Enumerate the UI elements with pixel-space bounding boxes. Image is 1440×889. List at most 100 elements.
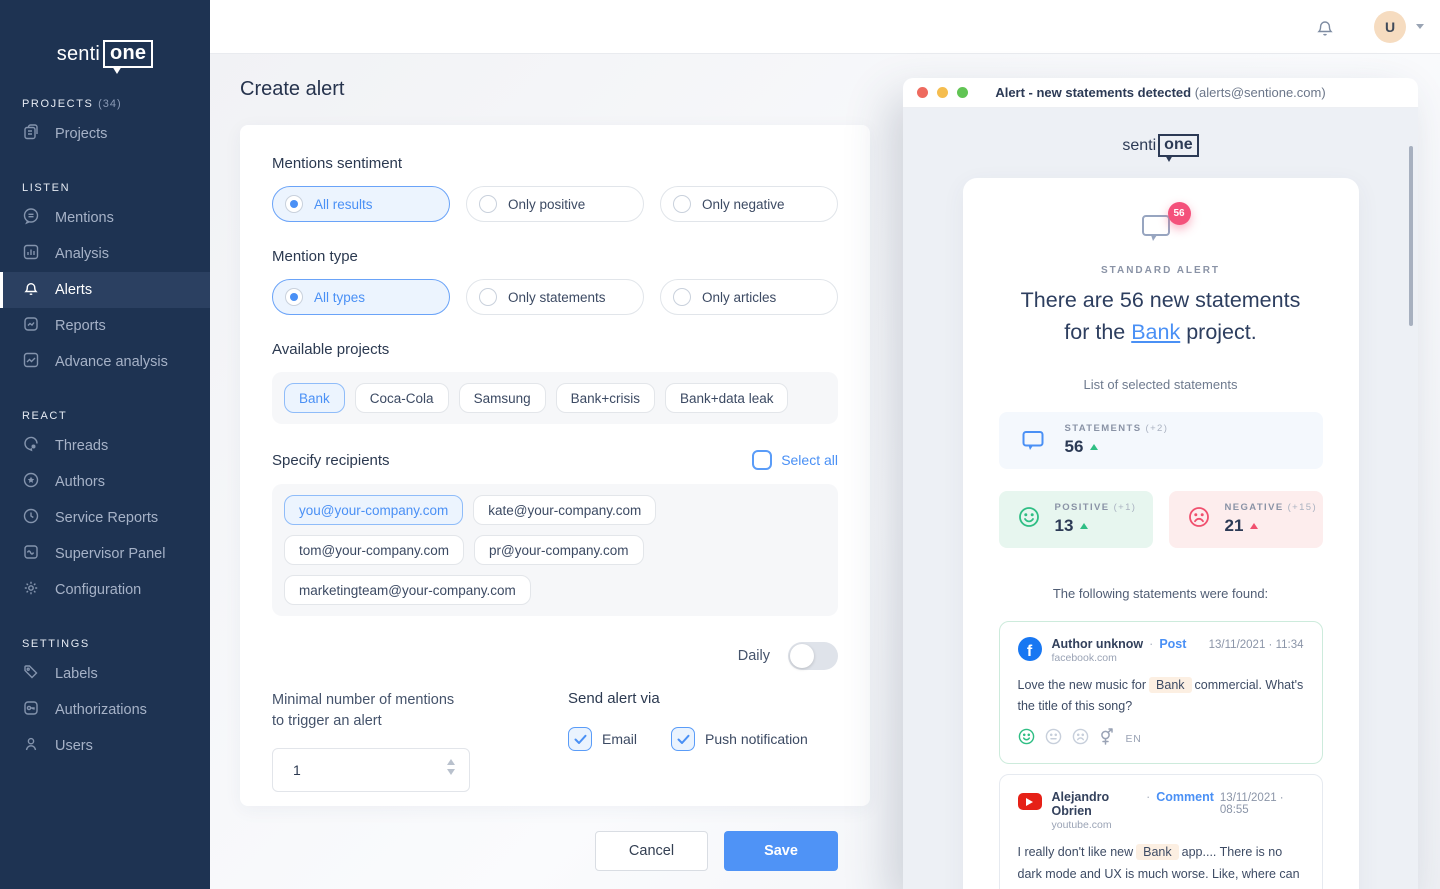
sidebar-item-mentions[interactable]: Mentions bbox=[0, 200, 210, 236]
scrollbar-thumb[interactable] bbox=[1409, 146, 1413, 326]
statement-text: I really don't like new Bank app.... There… bbox=[1017, 844, 1300, 882]
statement-type-link[interactable]: Post bbox=[1159, 636, 1187, 651]
statement-card-youtube: Alejandro Obrien · Comment 13/11/2021 · … bbox=[998, 774, 1323, 889]
recipient-chip-tom[interactable]: tom@your-company.com bbox=[284, 535, 464, 565]
project-chip-samsung[interactable]: Samsung bbox=[458, 383, 546, 413]
sidebar-item-alerts[interactable]: Alerts bbox=[0, 272, 210, 308]
avatar-initial: U bbox=[1384, 19, 1396, 35]
min-mentions-input[interactable]: 1 bbox=[272, 748, 470, 792]
select-all-control[interactable]: Select all bbox=[752, 450, 838, 470]
chevron-down-icon[interactable] bbox=[1416, 24, 1424, 29]
sentiment-option-only-negative[interactable]: Only negative bbox=[660, 186, 838, 222]
sentione-logo: senti one bbox=[0, 40, 210, 74]
sentiment-option-all-results[interactable]: All results bbox=[272, 186, 450, 222]
negative-stat-card: NEGATIVE (+15) 21 bbox=[1168, 490, 1323, 548]
project-highlight: Bank bbox=[1136, 844, 1179, 861]
sentiment-option-only-positive[interactable]: Only positive bbox=[466, 186, 644, 222]
project-link[interactable]: Bank bbox=[1131, 320, 1181, 345]
project-highlight: Bank bbox=[1149, 676, 1192, 693]
recipient-chips: you@your-company.com kate@your-company.c… bbox=[272, 484, 838, 616]
list-label: List of selected statements bbox=[1083, 376, 1238, 392]
sidebar-item-analysis[interactable]: Analysis bbox=[0, 236, 210, 272]
checkmark-icon bbox=[574, 734, 586, 744]
statement-date: 13/11/2021 · 08:55 bbox=[1219, 792, 1284, 817]
checkbox-checked[interactable] bbox=[671, 727, 696, 751]
sidebar-item-authors[interactable]: Authors bbox=[0, 464, 210, 500]
sidebar-section-settings: SETTINGS Labels Authorizations Users bbox=[0, 638, 210, 764]
sidebar-item-threads[interactable]: Threads bbox=[0, 428, 210, 464]
statement-author: Author unknow bbox=[1051, 636, 1144, 651]
sidebar-item-label: Users bbox=[55, 738, 93, 754]
email-window-title: Alert - new statements detected (alerts@… bbox=[995, 85, 1326, 100]
section-label: REACT bbox=[22, 410, 68, 422]
trend-up-icon bbox=[1090, 444, 1099, 450]
statement-author: Alejandro Obrien bbox=[1051, 790, 1110, 819]
save-button[interactable]: Save bbox=[724, 831, 838, 871]
checkbox-checked[interactable] bbox=[568, 727, 592, 751]
mention-type-option-only-statements[interactable]: Only statements bbox=[466, 279, 644, 315]
sidebar-item-label: Advance analysis bbox=[55, 354, 168, 370]
recipient-chip-you[interactable]: you@your-company.com bbox=[284, 495, 464, 525]
sidebar-item-authorizations[interactable]: Authorizations bbox=[0, 692, 210, 728]
toggle-knob bbox=[790, 644, 814, 668]
section-label: PROJECTS (34) bbox=[22, 98, 122, 110]
sidebar-item-label: Projects bbox=[55, 126, 108, 142]
push-option-label: Push notification bbox=[705, 731, 808, 747]
recipient-chip-pr[interactable]: pr@your-company.com bbox=[474, 535, 644, 565]
alert-email-card: 56 STANDARD ALERT There are 56 new state… bbox=[962, 178, 1359, 889]
user-icon bbox=[22, 735, 40, 757]
star-circle-icon bbox=[22, 471, 40, 493]
daily-toggle[interactable] bbox=[788, 642, 838, 670]
section-label: LISTEN bbox=[22, 182, 71, 194]
email-checkbox-option[interactable]: Email bbox=[568, 727, 637, 751]
bell-icon bbox=[22, 279, 40, 301]
sidebar-item-supervisor-panel[interactable]: Supervisor Panel bbox=[0, 536, 210, 572]
alert-headline: There are 56 new statements for the Bank… bbox=[1020, 288, 1301, 345]
minimize-window-icon[interactable] bbox=[937, 87, 948, 98]
project-chip-bank-crisis[interactable]: Bank+crisis bbox=[555, 383, 656, 413]
option-label: All results bbox=[314, 196, 373, 212]
close-window-icon[interactable] bbox=[917, 87, 928, 98]
stepper-down-icon[interactable] bbox=[447, 769, 455, 775]
logo-text: senti bbox=[56, 42, 101, 65]
sidebar-item-projects[interactable]: Projects bbox=[0, 116, 210, 152]
clock-icon bbox=[22, 507, 40, 529]
select-all-checkbox[interactable] bbox=[752, 450, 773, 470]
positive-label: POSITIVE (+1) bbox=[1054, 502, 1137, 513]
sidebar-item-service-reports[interactable]: Service Reports bbox=[0, 500, 210, 536]
notifications-bell-icon[interactable] bbox=[1314, 16, 1336, 43]
project-chip-coca-cola[interactable]: Coca-Cola bbox=[354, 383, 449, 413]
alert-type-label: STANDARD ALERT bbox=[1100, 265, 1221, 276]
sidebar-item-users[interactable]: Users bbox=[0, 728, 210, 764]
statement-source: youtube.com bbox=[1051, 819, 1112, 832]
documents-icon bbox=[22, 123, 40, 145]
user-avatar[interactable]: U bbox=[1374, 11, 1406, 43]
project-chip-bank-data-leak[interactable]: Bank+data leak bbox=[665, 383, 789, 413]
push-notification-checkbox-option[interactable]: Push notification bbox=[671, 727, 808, 751]
statement-type-link[interactable]: Comment bbox=[1156, 790, 1214, 805]
sentiment-negative-icon[interactable] bbox=[1072, 728, 1089, 750]
sentiment-neutral-icon[interactable] bbox=[1045, 728, 1062, 750]
key-icon bbox=[22, 699, 40, 721]
sidebar-item-label: Mentions bbox=[55, 210, 114, 226]
statement-bubble-icon bbox=[1021, 429, 1045, 452]
sidebar-item-advance-analysis[interactable]: Advance analysis bbox=[0, 344, 210, 380]
sentiment-positive-icon[interactable] bbox=[1018, 728, 1035, 750]
maximize-window-icon[interactable] bbox=[957, 87, 968, 98]
recipient-chip-kate[interactable]: kate@your-company.com bbox=[473, 495, 657, 525]
project-chip-bank[interactable]: Bank bbox=[284, 383, 345, 413]
email-preview-window: Alert - new statements detected (alerts@… bbox=[903, 78, 1418, 889]
sentiment-label: Mentions sentiment bbox=[272, 155, 403, 172]
recipient-chip-marketingteam[interactable]: marketingteam@your-company.com bbox=[284, 575, 531, 605]
sidebar-section-react: REACT Threads Authors Service Reports Su… bbox=[0, 410, 210, 608]
language-badge: EN bbox=[1125, 733, 1142, 746]
sidebar-item-configuration[interactable]: Configuration bbox=[0, 572, 210, 608]
mention-type-option-only-articles[interactable]: Only articles bbox=[660, 279, 838, 315]
mention-type-option-all-types[interactable]: All types bbox=[272, 279, 450, 315]
sidebar-item-labels[interactable]: Labels bbox=[0, 656, 210, 692]
number-stepper[interactable] bbox=[447, 759, 455, 775]
cancel-button[interactable]: Cancel bbox=[595, 831, 708, 871]
statement-date: 13/11/2021 · 11:34 bbox=[1208, 638, 1304, 651]
sidebar-item-reports[interactable]: Reports bbox=[0, 308, 210, 344]
stepper-up-icon[interactable] bbox=[447, 759, 455, 765]
